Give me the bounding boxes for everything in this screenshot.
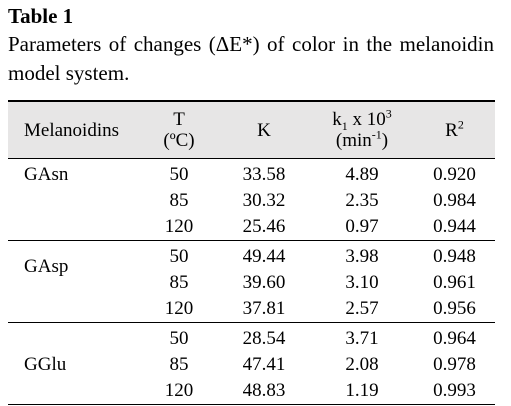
table-row: 85 39.60 3.10 0.961 [8, 270, 495, 296]
cell-r2: 0.956 [433, 298, 476, 319]
data-table-container: Melanoidins T (ºC) K k1 x 103 (min-1) R2… [8, 100, 495, 405]
group-label: GGlu [8, 323, 140, 405]
cell-t: 85 [169, 272, 189, 293]
table-row: 85 30.32 2.35 0.984 [8, 188, 495, 214]
table-caption: Parameters of changes (ΔE*) of color in … [8, 32, 494, 85]
cell-k: 39.60 [242, 272, 286, 293]
cell-k: 25.46 [242, 216, 286, 237]
header-k1-unit-close: ) [381, 130, 389, 151]
header-row: Melanoidins T (ºC) K k1 x 103 (min-1) R2 [8, 101, 495, 159]
cell-t: 85 [169, 354, 189, 375]
cell-t: 85 [169, 190, 189, 211]
group-gasn: GAsn 50 33.58 4.89 0.920 85 30.32 2.35 0… [8, 159, 495, 241]
header-k: K [257, 119, 271, 141]
cell-r2: 0.978 [433, 354, 476, 375]
header-k1: k1 x 103 (min-1) [310, 101, 414, 159]
cell-k: 33.58 [242, 164, 286, 185]
table-row: 85 47.41 2.08 0.978 [8, 352, 495, 378]
header-k1-unit-exponent: -1 [371, 127, 382, 142]
group-gasp: GAsp 50 49.44 3.98 0.948 85 39.60 3.10 0… [8, 241, 495, 323]
cell-k: 49.44 [242, 246, 286, 267]
header-k1-unit-open: (min [335, 130, 372, 151]
cell-k1: 3.10 [345, 272, 379, 293]
table-row: GAsn 50 33.58 4.89 0.920 [8, 159, 495, 189]
cell-k1: 2.35 [345, 190, 379, 211]
cell-r2: 0.948 [433, 246, 476, 267]
group-gglu: GGlu 50 28.54 3.71 0.964 85 47.41 2.08 0… [8, 323, 495, 405]
table-title: Table 1 [8, 4, 74, 28]
cell-r2: 0.984 [433, 190, 476, 211]
table-row: GGlu 50 28.54 3.71 0.964 [8, 323, 495, 375]
header-r2-exponent: 2 [457, 117, 464, 132]
cell-k1: 2.57 [345, 298, 379, 319]
header-k1-subscript: 1 [341, 118, 348, 133]
cell-k1: 0.97 [345, 216, 379, 237]
cell-k1: 2.08 [345, 354, 379, 375]
cell-t: 120 [164, 298, 194, 319]
cell-t: 120 [164, 380, 194, 401]
cell-r2: 0.964 [433, 328, 476, 349]
cell-k1: 1.19 [345, 380, 379, 401]
cell-k: 37.81 [242, 298, 286, 319]
header-temperature-unit: (ºC) [163, 130, 195, 151]
cell-k: 30.32 [242, 190, 286, 211]
table-row: 120 25.46 0.97 0.944 [8, 214, 495, 241]
table-header: Melanoidins T (ºC) K k1 x 103 (min-1) R2 [8, 101, 495, 159]
data-table: Melanoidins T (ºC) K k1 x 103 (min-1) R2… [8, 100, 495, 405]
cell-r2: 0.961 [433, 272, 476, 293]
cell-k1: 4.89 [345, 164, 379, 185]
header-temperature: T (ºC) [140, 101, 218, 159]
cell-k: 48.83 [242, 380, 286, 401]
cell-k1: 3.98 [345, 246, 379, 267]
cell-k1: 3.71 [345, 328, 379, 349]
header-r2: R2 [414, 101, 495, 159]
table-row: GAsp 50 49.44 3.98 0.948 [8, 241, 495, 277]
header-k1-symbol: k [332, 109, 342, 130]
table-row: 120 48.83 1.19 0.993 [8, 378, 495, 405]
cell-k: 47.41 [242, 354, 286, 375]
cell-r2: 0.920 [433, 164, 476, 185]
group-label: GAsp [8, 241, 140, 323]
cell-k: 28.54 [242, 328, 286, 349]
group-name: GAsn [24, 164, 69, 185]
group-name: GGlu [24, 354, 67, 375]
header-temperature-symbol: T [173, 109, 185, 130]
cell-t: 120 [164, 216, 194, 237]
table-row: 120 37.81 2.57 0.956 [8, 296, 495, 323]
header-r2-symbol: R [445, 119, 458, 141]
group-name: GAsp [24, 256, 69, 277]
header-melanoidins: Melanoidins [24, 119, 119, 141]
cell-t: 50 [169, 328, 189, 349]
cell-t: 50 [169, 164, 189, 185]
header-k1-exponent: 3 [385, 106, 392, 121]
group-label: GAsn [8, 159, 140, 241]
cell-r2: 0.944 [433, 216, 476, 237]
header-k1-multiplier: x 10 [347, 109, 386, 130]
cell-r2: 0.993 [433, 380, 476, 401]
cell-t: 50 [169, 246, 189, 267]
